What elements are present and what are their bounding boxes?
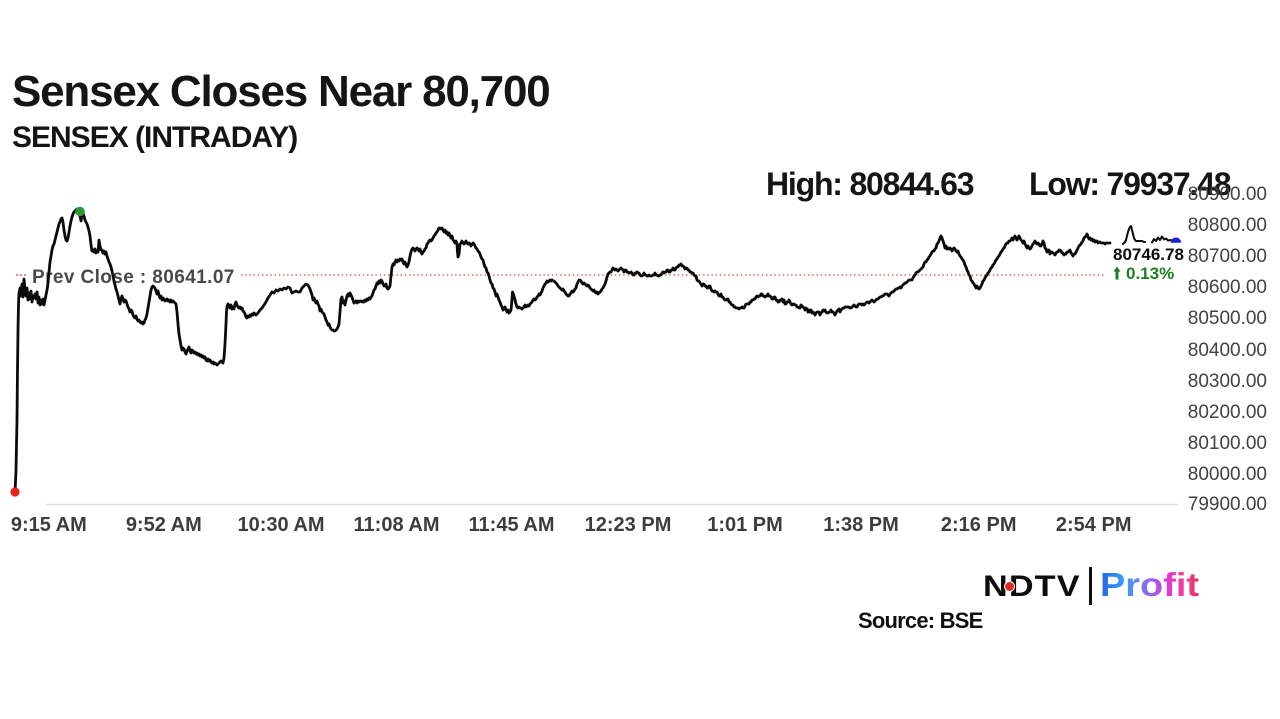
svg-text:Profit: Profit [1100,566,1199,603]
